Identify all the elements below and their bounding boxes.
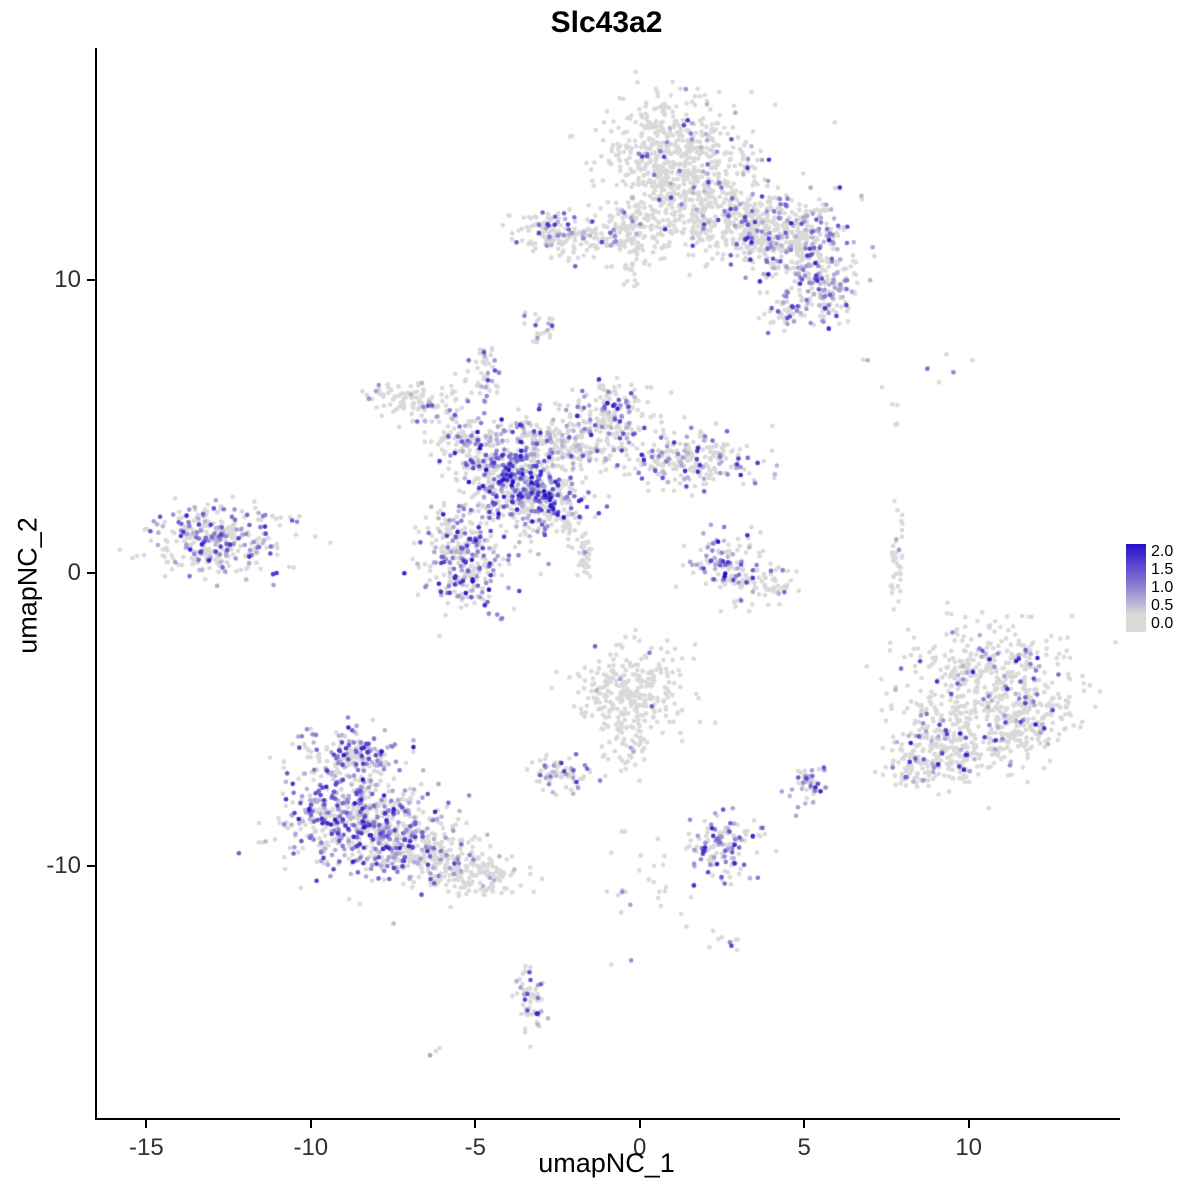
- color-legend: 2.0 1.5 1.0 0.5 0.0: [1126, 544, 1173, 632]
- legend-labels: 2.0 1.5 1.0 0.5 0.0: [1151, 544, 1173, 632]
- y-tick-mark: [87, 864, 95, 867]
- legend-tick-label: 2.0: [1151, 543, 1174, 560]
- y-tick-mark: [87, 571, 95, 574]
- y-tick-label: 10: [54, 265, 81, 293]
- x-tick-mark: [967, 1120, 970, 1128]
- legend-tick-label: 0.5: [1151, 597, 1174, 614]
- x-tick-label: -10: [293, 1134, 329, 1161]
- y-tick-label: -10: [46, 851, 81, 879]
- legend-gradient-bar: [1126, 544, 1146, 632]
- x-tick-label: 0: [633, 1134, 647, 1161]
- x-tick-mark: [474, 1120, 477, 1128]
- x-tick-mark: [145, 1120, 148, 1128]
- legend-tick-label: 1.5: [1151, 561, 1174, 578]
- x-tick-label: -5: [464, 1134, 486, 1161]
- plot-title: Slc43a2: [550, 6, 663, 39]
- y-axis-label: umapNC_2: [12, 517, 43, 654]
- x-tick-label: 10: [955, 1134, 983, 1161]
- x-tick-label: 5: [797, 1134, 811, 1161]
- x-tick-mark: [309, 1120, 312, 1128]
- plot-area: -15 -10 -5 0 5 10 10 0 -10: [46, 48, 1120, 1161]
- legend-tick-label: 0.0: [1151, 615, 1174, 632]
- x-tick-mark: [803, 1120, 806, 1128]
- y-tick-label: 0: [67, 558, 81, 586]
- x-tick-mark: [638, 1120, 641, 1128]
- scatter-canvas: [97, 48, 1120, 1118]
- y-tick-mark: [87, 278, 95, 281]
- x-tick-label: -15: [128, 1134, 164, 1161]
- x-axis-label: umapNC_1: [538, 1148, 675, 1178]
- legend-tick-label: 1.0: [1151, 579, 1174, 596]
